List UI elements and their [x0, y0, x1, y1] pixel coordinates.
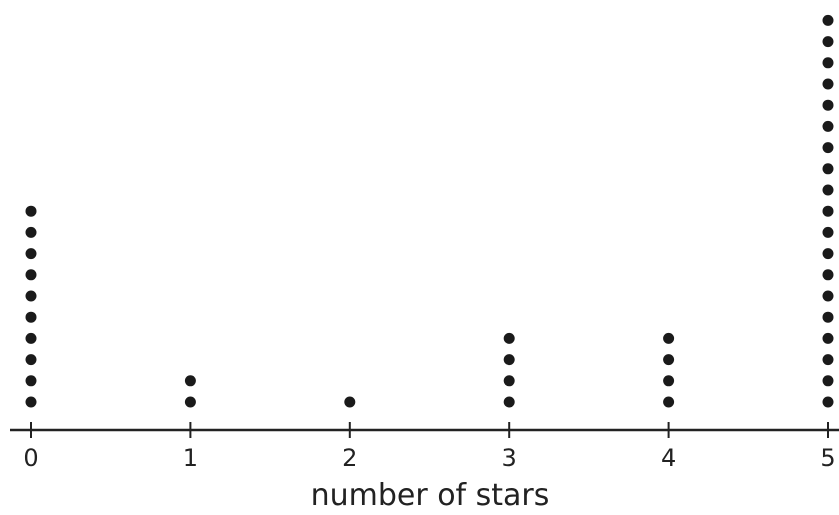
dot-5-18 — [822, 36, 834, 48]
dot-1-2 — [184, 375, 196, 387]
dot-4-4 — [663, 332, 675, 344]
dot-3-2 — [503, 375, 515, 387]
dot-5-1 — [822, 396, 834, 408]
x-tick-label-4: 4 — [661, 444, 676, 472]
dot-5-4 — [822, 332, 834, 344]
dot-5-5 — [822, 311, 834, 323]
dot-0-1 — [25, 396, 37, 408]
dot-0-3 — [25, 354, 37, 366]
dot-4-3 — [663, 354, 675, 366]
dot-5-9 — [822, 226, 834, 238]
dot-4-1 — [663, 396, 675, 408]
dot-0-9 — [25, 226, 37, 238]
x-tick-label-2: 2 — [342, 444, 357, 472]
dot-5-12 — [822, 163, 834, 175]
x-axis-label: number of stars — [311, 478, 550, 513]
dot-5-2 — [822, 375, 834, 387]
dot-5-16 — [822, 78, 834, 90]
dot-0-10 — [25, 205, 37, 217]
x-axis-tick-labels: 0 1 2 3 4 5 — [23, 444, 835, 472]
x-axis-ticks — [30, 422, 829, 438]
dot-5-15 — [822, 99, 834, 111]
x-tick-label-1: 1 — [183, 444, 198, 472]
dots-layer — [25, 14, 834, 408]
dot-3-4 — [503, 332, 515, 344]
dot-5-11 — [822, 184, 834, 196]
dot-5-3 — [822, 354, 834, 366]
dot-5-10 — [822, 205, 834, 217]
dot-5-19 — [822, 14, 834, 26]
dot-5-6 — [822, 290, 834, 302]
dot-0-8 — [25, 248, 37, 260]
dot-5-14 — [822, 120, 834, 132]
dot-3-1 — [503, 396, 515, 408]
dot-5-8 — [822, 248, 834, 260]
dot-0-4 — [25, 332, 37, 344]
x-tick-label-5: 5 — [820, 444, 835, 472]
dot-0-2 — [25, 375, 37, 387]
dot-0-5 — [25, 311, 37, 323]
dot-5-13 — [822, 142, 834, 154]
dot-1-1 — [184, 396, 196, 408]
x-tick-label-0: 0 — [23, 444, 38, 472]
dot-2-1 — [344, 396, 356, 408]
dot-5-17 — [822, 57, 834, 69]
x-tick-label-3: 3 — [502, 444, 517, 472]
dot-3-3 — [503, 354, 515, 366]
dot-4-2 — [663, 375, 675, 387]
dot-0-7 — [25, 269, 37, 281]
dot-0-6 — [25, 290, 37, 302]
dot-5-7 — [822, 269, 834, 281]
